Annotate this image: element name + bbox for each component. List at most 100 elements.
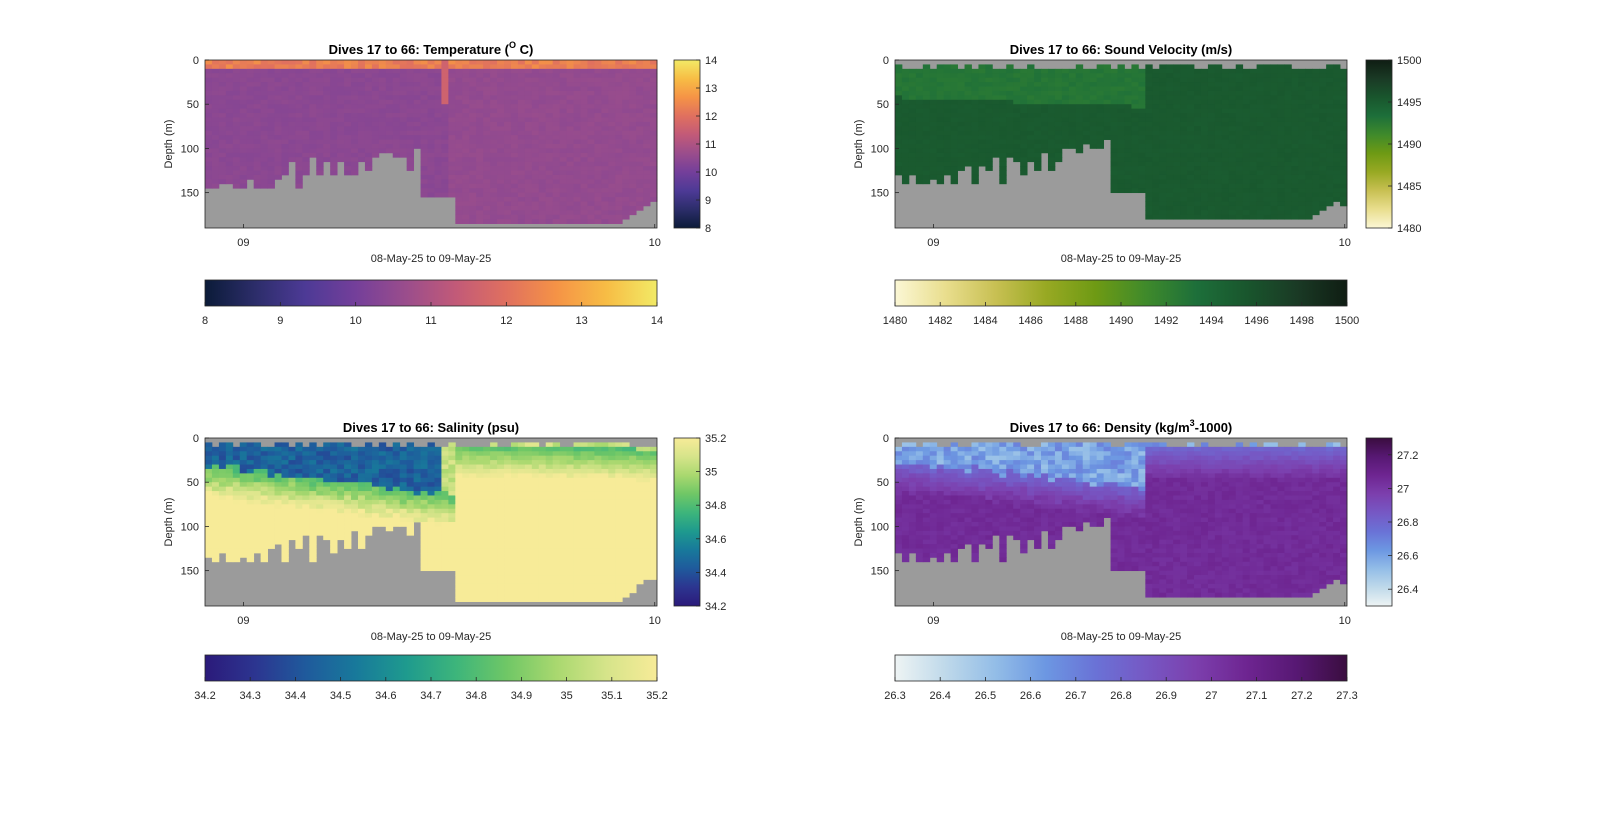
data-cell: [469, 73, 477, 79]
data-cell: [392, 113, 401, 118]
data-cell: [1075, 82, 1084, 87]
data-cell: [1006, 148, 1014, 154]
data-cell: [344, 170, 352, 176]
data-cell: [427, 192, 435, 198]
data-cell: [399, 60, 408, 65]
data-cell: [1082, 95, 1091, 101]
data-cell: [957, 166, 965, 171]
data-cell: [302, 508, 310, 514]
data-cell: [1166, 77, 1174, 83]
data-cell: [483, 152, 491, 158]
data-cell: [1187, 166, 1195, 171]
data-cell: [420, 126, 428, 132]
data-cell: [1138, 139, 1146, 145]
data-cell: [225, 499, 234, 505]
data-cell: [281, 161, 289, 167]
data-cell: [1013, 121, 1021, 127]
data-cell: [936, 86, 945, 92]
data-cell: [608, 77, 616, 83]
data-cell: [392, 442, 401, 448]
data-cell: [1284, 108, 1292, 114]
data-cell: [385, 126, 394, 132]
data-cell: [895, 166, 903, 171]
data-cell: [531, 135, 540, 140]
data-cell: [1180, 205, 1188, 211]
data-cell: [490, 188, 498, 194]
data-cell: [364, 464, 373, 470]
data-cell: [246, 126, 255, 132]
data-cell: [1242, 201, 1251, 207]
data-cell: [1020, 108, 1028, 114]
data-cell: [309, 99, 317, 105]
data-cell: [1194, 117, 1202, 123]
data-cell: [922, 130, 931, 136]
data-cell: [1173, 192, 1181, 198]
data-cell: [225, 126, 234, 132]
data-cell: [274, 113, 282, 118]
data-cell: [281, 544, 289, 549]
data-cell: [1110, 121, 1118, 127]
data-cell: [476, 491, 484, 496]
data-cell: [211, 451, 220, 457]
data-cell: [1047, 73, 1056, 79]
data-cell: [441, 482, 449, 488]
data-cell: [483, 508, 491, 514]
data-cell: [601, 174, 609, 180]
data-cell: [552, 130, 561, 136]
data-cell: [1263, 174, 1271, 180]
data-cell: [378, 504, 387, 510]
data-cell: [295, 64, 303, 70]
data-cell: [1235, 68, 1244, 74]
data-cell: [1333, 174, 1341, 180]
data-cell: [608, 113, 616, 118]
data-cell: [524, 179, 533, 185]
data-cell: [364, 473, 373, 479]
data-cell: [1256, 130, 1264, 136]
data-cell: [205, 152, 213, 158]
data-cell: [943, 99, 952, 105]
data-cell: [1020, 68, 1028, 74]
data-cell: [1214, 130, 1223, 136]
data-cell: [330, 460, 338, 465]
data-cell: [950, 130, 958, 136]
data-cell: [957, 86, 965, 92]
data-cell: [1249, 152, 1257, 158]
data-cell: [205, 139, 213, 145]
data-cell: [1249, 201, 1257, 207]
data-cell: [1110, 99, 1118, 105]
data-cell: [615, 201, 623, 207]
data-cell: [309, 530, 317, 536]
data-cell: [378, 482, 387, 488]
data-cell: [1277, 201, 1285, 207]
data-cell: [253, 446, 262, 452]
data-cell: [448, 161, 456, 167]
data-cell: [1221, 148, 1230, 154]
data-cell: [636, 197, 644, 202]
data-cell: [364, 64, 373, 70]
data-cell: [483, 126, 491, 132]
data-cell: [566, 205, 574, 211]
data-cell: [999, 157, 1007, 163]
data-cell: [1138, 135, 1146, 140]
data-cell: [1047, 166, 1056, 171]
data-cell: [1298, 166, 1306, 171]
data-cell: [1159, 86, 1167, 92]
data-cell: [643, 60, 651, 65]
data-cell: [1256, 73, 1264, 79]
data-cell: [211, 90, 220, 96]
data-cell: [295, 535, 303, 541]
data-cell: [580, 126, 588, 132]
data-cell: [253, 82, 262, 87]
data-cell: [629, 201, 637, 207]
data-cell: [1228, 104, 1237, 110]
data-cell: [1228, 188, 1237, 194]
data-cell: [476, 183, 484, 189]
data-cell: [1034, 73, 1042, 79]
data-cell: [455, 121, 463, 127]
data-cell: [531, 64, 540, 70]
data-cell: [364, 495, 373, 501]
data-cell: [1173, 201, 1181, 207]
data-cell: [218, 477, 227, 483]
data-cell: [420, 104, 428, 110]
data-cell: [629, 77, 637, 83]
